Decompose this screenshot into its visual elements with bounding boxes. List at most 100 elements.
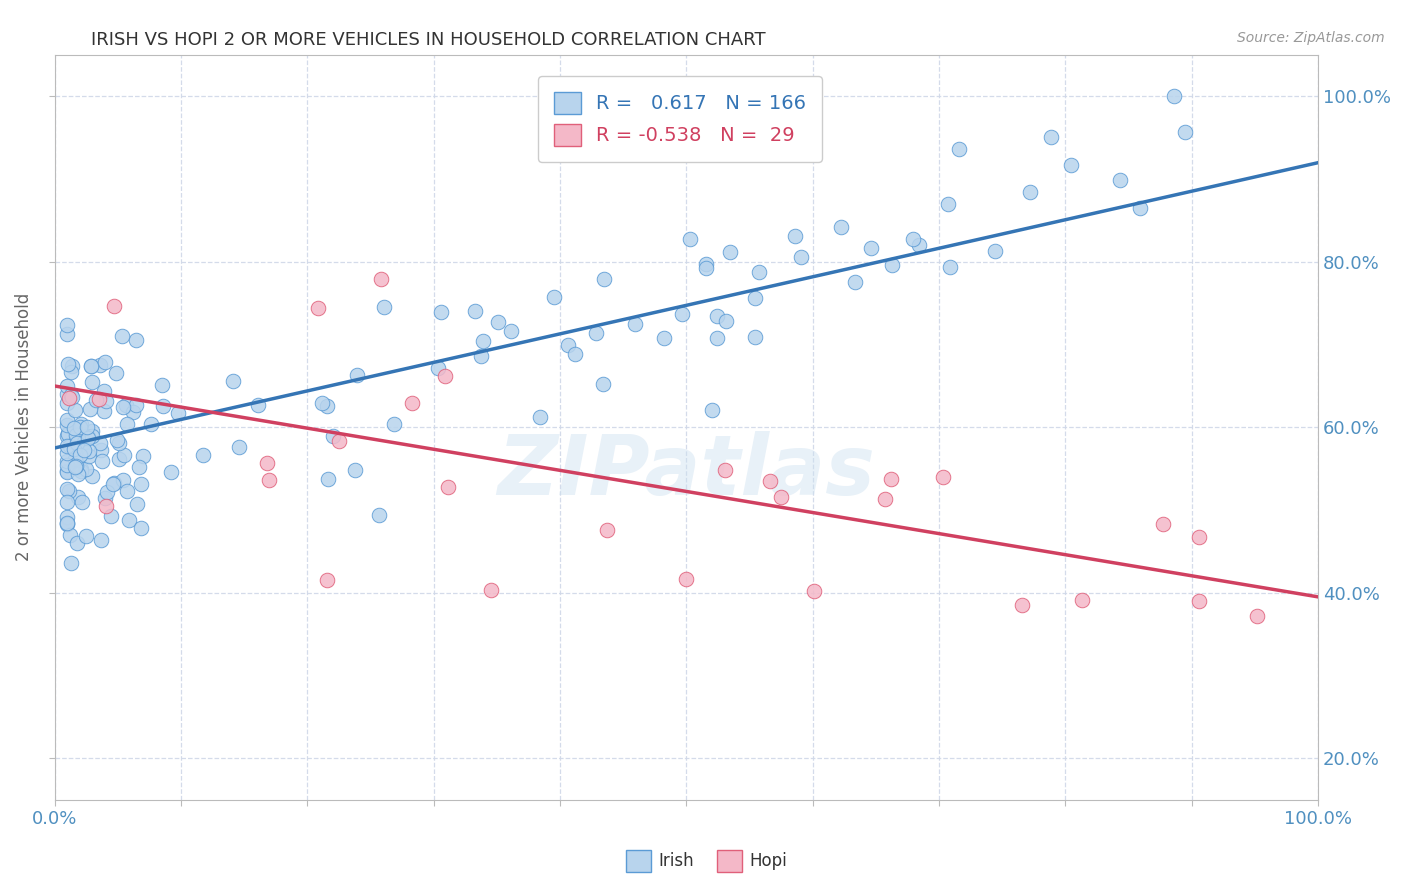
Point: [90, 443, 112, 458]
Point: [543, 290, 565, 304]
Point: [56, 379, 79, 393]
Point: [322, 429, 344, 443]
Point: [167, 405, 190, 419]
Point: [903, 232, 925, 246]
Point: [679, 232, 702, 246]
Point: [706, 331, 728, 345]
Point: [433, 369, 456, 384]
Point: [56, 413, 79, 427]
Point: [152, 399, 174, 413]
Point: [63, 442, 86, 457]
Point: [60, 390, 83, 404]
Point: [65, 458, 87, 473]
Point: [907, 238, 929, 252]
Point: [159, 465, 181, 479]
Point: [983, 244, 1005, 259]
Point: [60, 359, 83, 373]
Point: [70, 495, 93, 509]
Point: [256, 456, 278, 470]
Point: [56, 454, 79, 468]
Point: [89, 358, 111, 372]
Point: [122, 404, 145, 418]
Legend: R =   0.617   N = 166, R = -0.538   N =  29: R = 0.617 N = 166, R = -0.538 N = 29: [538, 76, 823, 161]
Point: [718, 245, 741, 260]
Point: [936, 196, 959, 211]
Point: [56, 396, 79, 410]
Point: [695, 260, 717, 275]
Point: [89, 533, 111, 548]
Point: [873, 492, 896, 507]
Point: [744, 291, 766, 305]
Point: [803, 583, 825, 598]
Point: [82, 424, 104, 438]
Point: [585, 326, 607, 340]
Point: [56, 510, 79, 524]
Point: [76, 428, 98, 442]
Text: IRISH VS HOPI 2 OR MORE VEHICLES IN HOUSEHOLD CORRELATION CHART: IRISH VS HOPI 2 OR MORE VEHICLES IN HOUS…: [91, 31, 766, 49]
Point: [382, 417, 405, 431]
Point: [316, 574, 339, 588]
Point: [58, 439, 80, 453]
Point: [65, 436, 87, 450]
Point: [117, 484, 139, 499]
Point: [111, 400, 134, 414]
Point: [882, 258, 904, 272]
Point: [56, 439, 79, 453]
Point: [63, 459, 86, 474]
Point: [56, 466, 79, 480]
Point: [56, 387, 79, 401]
Point: [94, 394, 117, 409]
Text: Hopi: Hopi: [749, 852, 787, 871]
Point: [90, 454, 112, 468]
Point: [370, 272, 392, 286]
Text: ZIPatlas: ZIPatlas: [498, 432, 876, 513]
Point: [77, 449, 100, 463]
Point: [75, 462, 97, 476]
Point: [80, 359, 103, 374]
Point: [103, 475, 125, 490]
Point: [84, 393, 107, 408]
Point: [103, 299, 125, 313]
Point: [671, 307, 693, 321]
Point: [714, 314, 737, 328]
Point: [112, 448, 135, 462]
Point: [770, 490, 793, 504]
Point: [76, 430, 98, 444]
Point: [82, 376, 104, 390]
Point: [1060, 158, 1083, 172]
Point: [63, 421, 86, 435]
Point: [56, 516, 79, 530]
Point: [59, 556, 82, 570]
Point: [58, 357, 80, 371]
Point: [1174, 125, 1197, 139]
Point: [105, 434, 128, 448]
Point: [115, 398, 138, 412]
Point: [58, 484, 80, 499]
Point: [112, 474, 135, 488]
Point: [127, 497, 149, 511]
Point: [675, 572, 697, 586]
Point: [128, 460, 150, 475]
Point: [1011, 599, 1033, 613]
Point: [328, 434, 350, 448]
Point: [101, 477, 124, 491]
Point: [315, 399, 337, 413]
Point: [401, 396, 423, 410]
Point: [132, 449, 155, 463]
Point: [89, 435, 111, 450]
Point: [117, 513, 139, 527]
Point: [65, 403, 87, 417]
Point: [486, 315, 509, 329]
Point: [1018, 185, 1040, 199]
Point: [1188, 530, 1211, 544]
Point: [695, 257, 717, 271]
Point: [76, 419, 98, 434]
Point: [744, 330, 766, 344]
Point: [706, 310, 728, 324]
Point: [557, 338, 579, 352]
Point: [80, 469, 103, 483]
Point: [56, 516, 79, 530]
Point: [529, 410, 551, 425]
Point: [56, 426, 79, 441]
Point: [430, 305, 453, 319]
